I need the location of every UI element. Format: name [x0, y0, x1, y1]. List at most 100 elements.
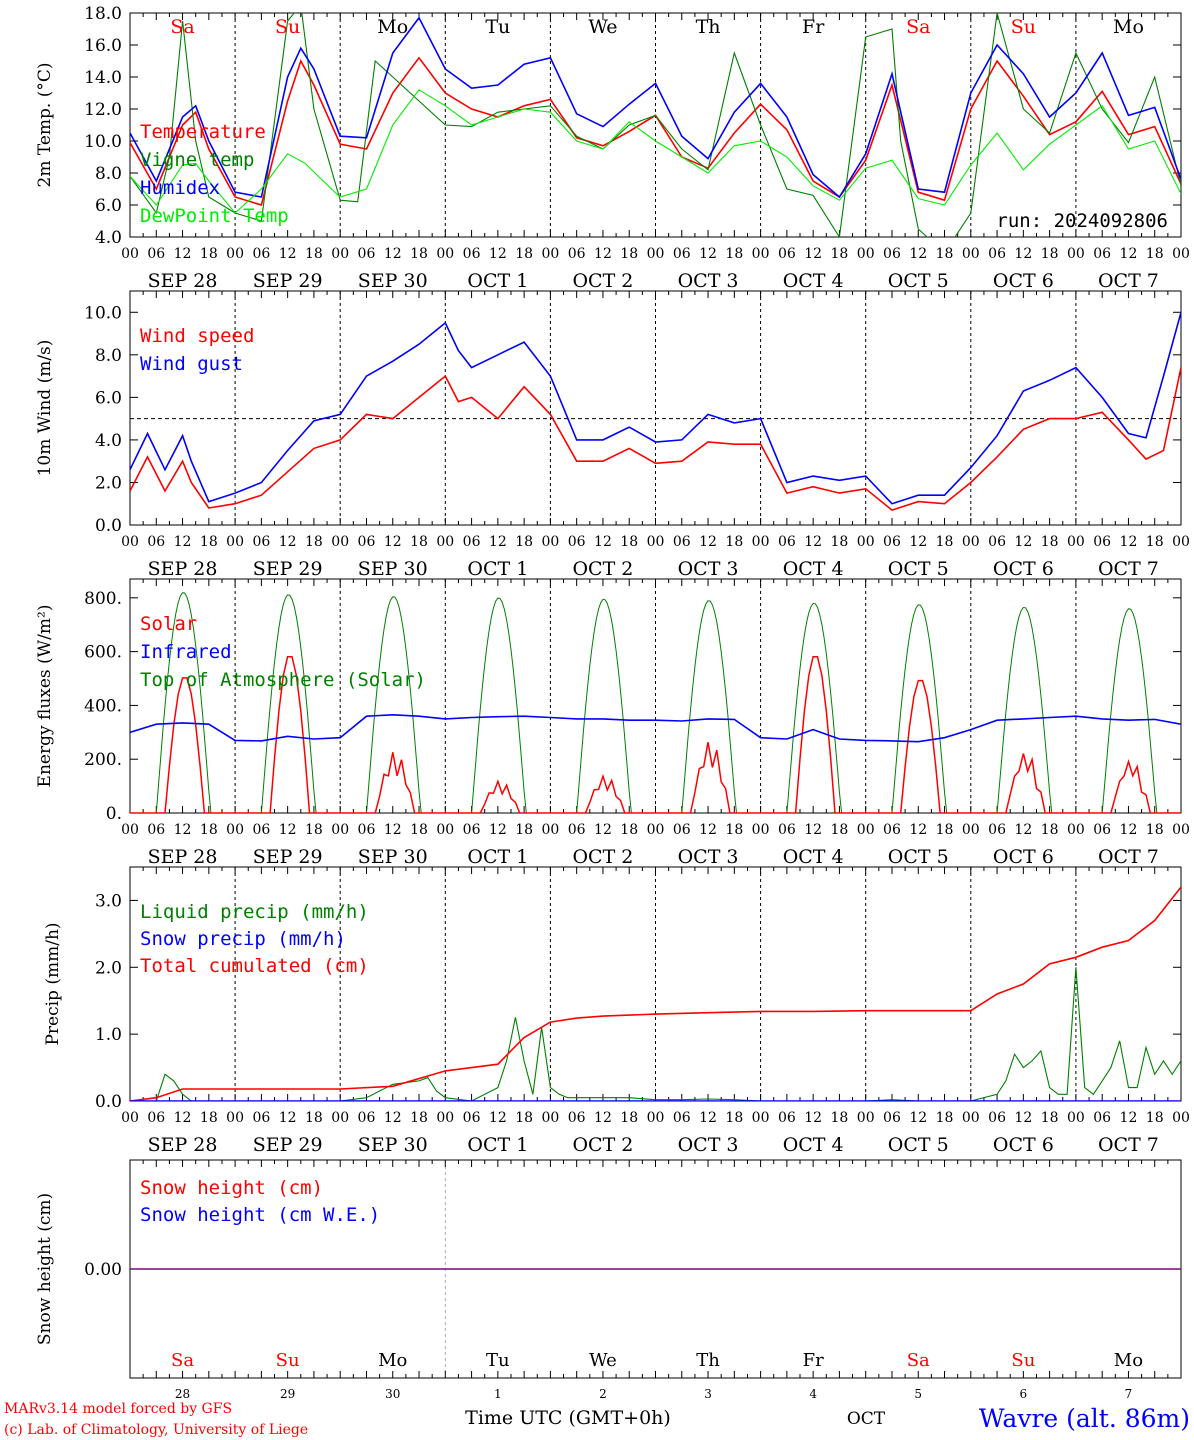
legend-entry: DewPoint Temp: [140, 205, 289, 227]
series-total-cumulated-cm-: [130, 886, 1181, 1101]
hour-label: 18: [1041, 246, 1059, 262]
hour-label: 18: [936, 1110, 954, 1126]
hour-label: 12: [909, 246, 927, 262]
date-label: SEP 29: [253, 846, 323, 868]
legend-entry: Top of Atmosphere (Solar): [140, 669, 426, 691]
hour-label: 12: [1014, 534, 1032, 550]
day-number-label: 1: [494, 1387, 502, 1401]
date-label: OCT 2: [572, 270, 633, 292]
hour-label: 12: [489, 1110, 507, 1126]
hour-label: 18: [1041, 1110, 1059, 1126]
hour-label: 12: [384, 246, 402, 262]
hour-label: 18: [936, 534, 954, 550]
hour-label: 06: [988, 1110, 1006, 1126]
hour-label: 12: [1014, 1110, 1032, 1126]
hour-label: 12: [174, 246, 192, 262]
hour-label: 00: [1172, 822, 1190, 838]
hour-label: 12: [279, 1110, 297, 1126]
y-tick-label: 3.0: [95, 891, 122, 911]
hour-label: 06: [358, 822, 376, 838]
hour-label: 18: [620, 1110, 638, 1126]
y-tick-label: 16.0: [84, 36, 122, 56]
day-number-label: 6: [1020, 1387, 1028, 1401]
hour-label: 06: [988, 534, 1006, 550]
y-tick-label: 4.0: [95, 431, 122, 451]
series-temperature: [130, 56, 1181, 207]
hour-label: 00: [857, 534, 875, 550]
hour-label: 06: [1093, 822, 1111, 838]
date-label: OCT 6: [993, 1134, 1054, 1156]
hour-label: 12: [594, 534, 612, 550]
y-tick-label: 18.0: [84, 4, 122, 24]
hour-label: 00: [962, 246, 980, 262]
hour-label: 00: [121, 246, 139, 262]
hour-label: 06: [358, 534, 376, 550]
hour-label: 00: [226, 246, 244, 262]
hour-label: 12: [909, 822, 927, 838]
date-label: OCT 7: [1098, 270, 1159, 292]
series-dewpoint-temp: [130, 89, 1181, 214]
hour-label: 12: [909, 1110, 927, 1126]
hour-label: 06: [358, 1110, 376, 1126]
hour-label: 00: [1172, 246, 1190, 262]
hour-label: 00: [541, 534, 559, 550]
hour-label: 12: [909, 534, 927, 550]
hour-label: 00: [121, 1110, 139, 1126]
hour-label: 00: [752, 534, 770, 550]
hour-label: 18: [1041, 822, 1059, 838]
date-label: SEP 29: [253, 270, 323, 292]
hour-label: 18: [1146, 822, 1164, 838]
hour-label: 00: [226, 822, 244, 838]
series-infrared: [130, 713, 1181, 743]
hour-label: 12: [384, 1110, 402, 1126]
series-vigne-temp: [130, 13, 1181, 237]
y-tick-label: 6.0: [95, 388, 122, 408]
hour-label: 00: [1067, 822, 1085, 838]
hour-label: 12: [1014, 822, 1032, 838]
hour-label: 00: [857, 246, 875, 262]
y-tick-label: 600.: [84, 643, 122, 663]
hour-label: 00: [1172, 1110, 1190, 1126]
weekday-label-bottom: Mo: [378, 1350, 407, 1371]
hour-label: 00: [436, 822, 454, 838]
y-tick-label: 400.: [84, 696, 122, 716]
hour-label: 00: [226, 1110, 244, 1126]
hour-label: 00: [436, 246, 454, 262]
time-axis-label: Time UTC (GMT+0h): [465, 1407, 671, 1429]
hour-label: 18: [515, 534, 533, 550]
y-axis-label: Energy fluxes (W/m²): [35, 605, 55, 788]
hour-label: 18: [515, 822, 533, 838]
hour-label: 12: [699, 822, 717, 838]
hour-label: 12: [489, 534, 507, 550]
legend-entry: Temperature: [140, 121, 266, 143]
hour-label: 18: [620, 822, 638, 838]
y-tick-label: 14.0: [84, 68, 122, 88]
hour-label: 18: [831, 1110, 849, 1126]
hour-label: 18: [936, 822, 954, 838]
hour-label: 18: [831, 534, 849, 550]
legend-entry: Wind gust: [140, 353, 243, 375]
hour-label: 00: [647, 822, 665, 838]
hour-label: 12: [489, 822, 507, 838]
hour-label: 12: [279, 246, 297, 262]
date-label: OCT 1: [467, 558, 528, 580]
footer: MARv3.14 model forced by GFS (c) Lab. of…: [4, 1401, 1190, 1438]
y-tick-label: 8.0: [95, 164, 122, 184]
y-tick-label: 6.0: [95, 196, 122, 216]
hour-label: 00: [647, 1110, 665, 1126]
hour-label: 06: [883, 534, 901, 550]
y-tick-label: 10.0: [84, 303, 122, 323]
hour-label: 18: [410, 822, 428, 838]
date-label: OCT 4: [783, 558, 844, 580]
y-axis-label: 10m Wind (m/s): [35, 340, 55, 477]
legend-entry: Liquid precip (mm/h): [140, 901, 369, 923]
day-number-label: 3: [704, 1387, 712, 1401]
hour-label: 00: [1067, 246, 1085, 262]
hour-label: 12: [384, 822, 402, 838]
date-label: OCT 1: [467, 1134, 528, 1156]
hour-label: 18: [305, 534, 323, 550]
hour-label: 06: [778, 534, 796, 550]
hour-label: 00: [857, 822, 875, 838]
hour-label: 06: [147, 246, 165, 262]
